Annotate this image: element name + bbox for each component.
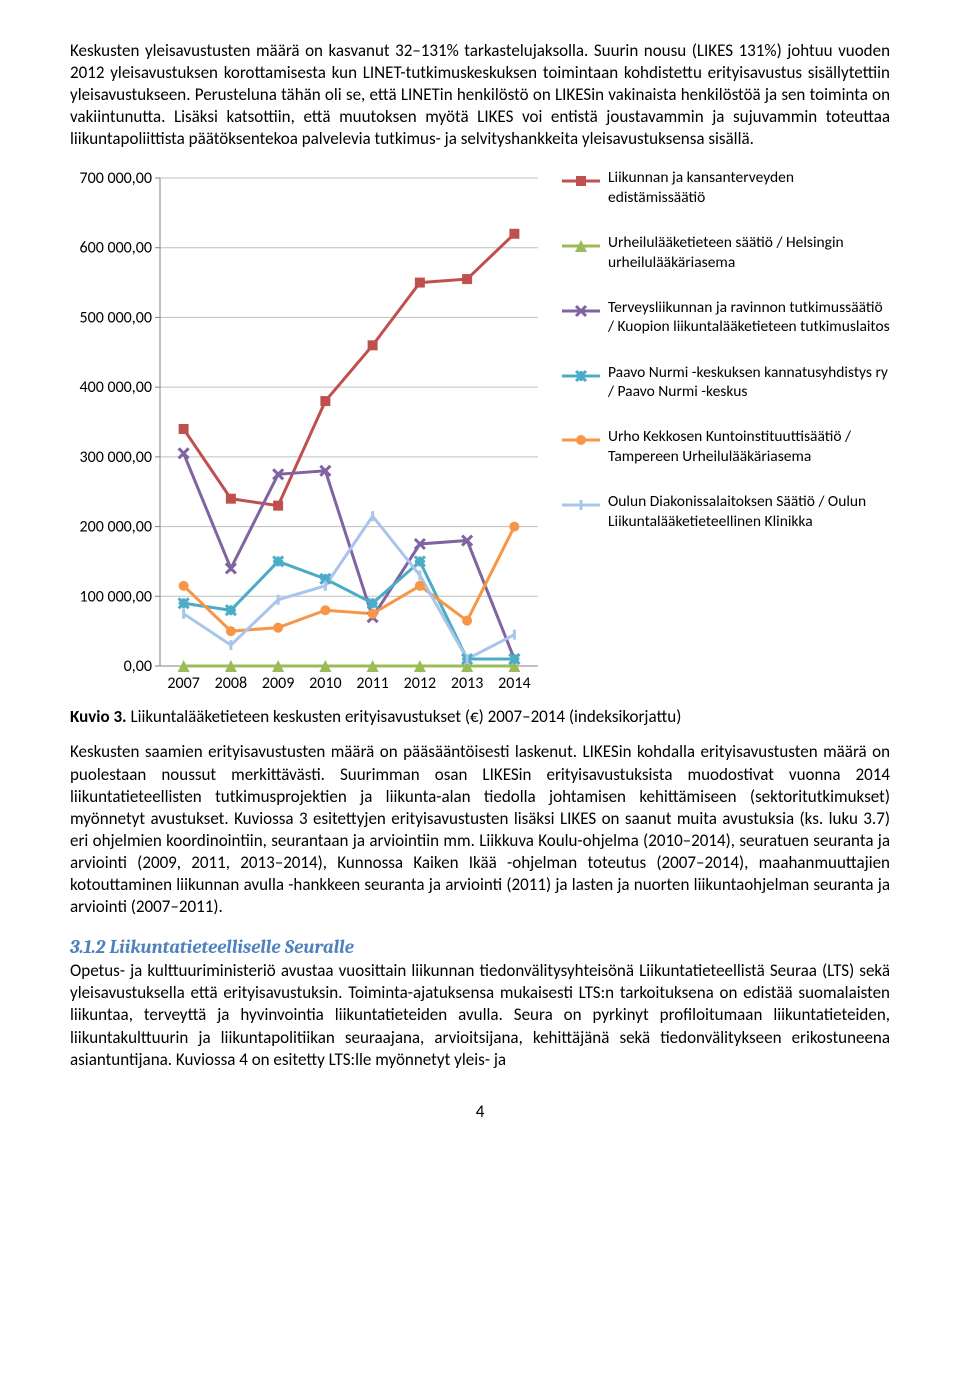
svg-text:2010: 2010 — [309, 674, 341, 693]
svg-text:700 000,00: 700 000,00 — [80, 169, 152, 188]
svg-text:600 000,00: 600 000,00 — [80, 239, 152, 258]
svg-text:2014: 2014 — [498, 674, 530, 693]
legend-item: Liikunnan ja kansanterveyden edistämissä… — [560, 168, 890, 207]
legend-label: Liikunnan ja kansanterveyden edistämissä… — [608, 168, 890, 207]
section-heading: 3.1.2 Liikuntatieteelliselle Seuralle — [70, 936, 890, 958]
legend-label: Urheilulääketieteen säätiö / Helsingin u… — [608, 233, 890, 272]
legend-marker-icon — [560, 498, 602, 517]
legend-item: Oulun Diakonissalaitoksen Säätiö / Oulun… — [560, 492, 890, 531]
svg-text:0,00: 0,00 — [124, 657, 152, 676]
chart-caption: Kuvio 3. Liikuntalääketieteen keskusten … — [70, 706, 890, 727]
legend-item: Urheilulääketieteen säätiö / Helsingin u… — [560, 233, 890, 272]
legend-item: Urho Kekkosen Kuntoinstituuttisäätiö / T… — [560, 427, 890, 466]
svg-text:2013: 2013 — [451, 674, 483, 693]
chart-legend: Liikunnan ja kansanterveyden edistämissä… — [550, 168, 890, 557]
legend-item: Terveysliikunnan ja ravinnon tutkimussää… — [560, 298, 890, 337]
svg-text:2009: 2009 — [262, 674, 294, 693]
svg-text:300 000,00: 300 000,00 — [80, 448, 152, 467]
legend-label: Urho Kekkosen Kuntoinstituuttisäätiö / T… — [608, 427, 890, 466]
svg-text:100 000,00: 100 000,00 — [80, 588, 152, 607]
caption-text: Liikuntalääketieteen keskusten erityisav… — [127, 706, 682, 727]
legend-marker-icon — [560, 174, 602, 193]
svg-text:200 000,00: 200 000,00 — [80, 518, 152, 537]
caption-label: Kuvio 3. — [70, 706, 127, 727]
svg-text:400 000,00: 400 000,00 — [80, 379, 152, 398]
line-chart: 0,00 100 000,00 200 000,00 300 000,00 400 00… — [70, 168, 550, 698]
body-paragraph-3: Opetus- ja kulttuuriministeriö avustaa v… — [70, 960, 890, 1070]
intro-paragraph: Keskusten yleisavustusten määrä on kasva… — [70, 40, 890, 150]
legend-label: Paavo Nurmi -keskuksen kannatusyhdistys … — [608, 363, 890, 402]
legend-label: Oulun Diakonissalaitoksen Säätiö / Oulun… — [608, 492, 890, 531]
body-paragraph-2: Keskusten saamien erityisavustusten määr… — [70, 741, 890, 918]
svg-text:2011: 2011 — [356, 674, 388, 693]
chart-container: 0,00 100 000,00 200 000,00 300 000,00 400 00… — [70, 168, 890, 698]
legend-item: Paavo Nurmi -keskuksen kannatusyhdistys … — [560, 363, 890, 402]
legend-marker-icon — [560, 433, 602, 452]
legend-marker-icon — [560, 369, 602, 388]
legend-marker-icon — [560, 304, 602, 323]
svg-text:2007: 2007 — [167, 674, 199, 693]
legend-marker-icon — [560, 239, 602, 258]
legend-label: Terveysliikunnan ja ravinnon tutkimussää… — [608, 298, 890, 337]
page-number: 4 — [70, 1101, 890, 1122]
svg-text:2012: 2012 — [404, 674, 436, 693]
svg-text:2008: 2008 — [215, 674, 247, 693]
svg-text:500 000,00: 500 000,00 — [80, 309, 152, 328]
